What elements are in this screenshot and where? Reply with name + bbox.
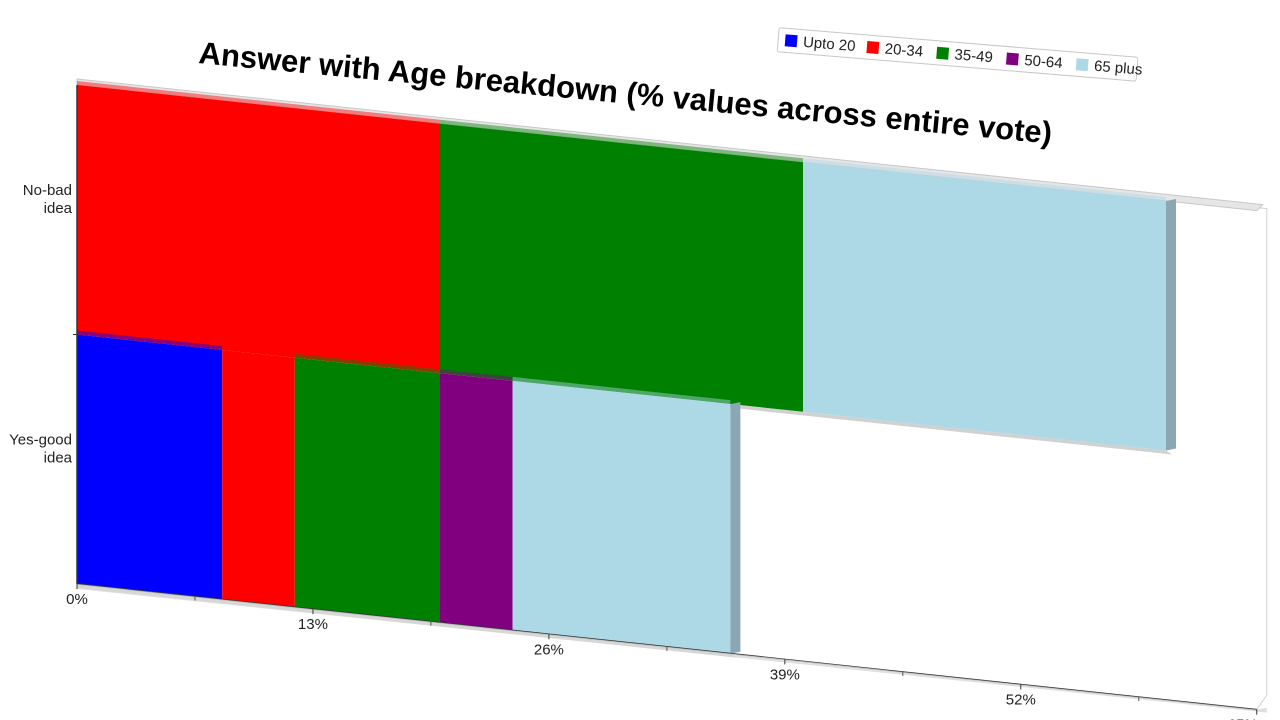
x-axis-floor — [77, 584, 1267, 713]
legend-label-upto-20: Upto 20 — [802, 34, 856, 55]
legend: Upto 20 20-34 35-49 50-64 65 plus — [776, 27, 1143, 82]
legend-label-35-49: 35-49 — [954, 46, 994, 66]
bar-top-yes-good-idea-50-64 — [440, 369, 513, 381]
bar-yes-good-idea-65-plus — [512, 380, 731, 654]
x-tick-label: 39% — [770, 666, 800, 683]
bar-top-yes-good-idea-65-plus — [512, 376, 731, 405]
bar-no-bad-idea-20-34 — [77, 85, 440, 374]
bar-no-bad-idea-65-plus — [803, 162, 1166, 451]
legend-swatch-35-49 — [936, 46, 950, 60]
x-tick-label: 26% — [534, 641, 564, 658]
bar-no-bad-idea-35-49 — [440, 123, 803, 412]
legend-swatch-upto-20 — [784, 34, 798, 48]
bar-yes-good-idea-20-34 — [222, 350, 295, 608]
legend-label-20-34: 20-34 — [884, 41, 924, 61]
bar-yes-good-idea-upto-20 — [77, 334, 223, 600]
category-label-yes-good-idea: Yes-good idea — [9, 431, 73, 466]
x-tick-label: 0% — [66, 591, 88, 608]
bar-top-yes-good-idea-35-49 — [294, 353, 440, 374]
bar-yes-good-idea-50-64 — [440, 373, 513, 631]
legend-label-50-64: 50-64 — [1024, 52, 1064, 72]
plot-top-rim — [76, 78, 1264, 212]
bar-top-no-bad-idea-65-plus — [803, 158, 1166, 201]
x-tick-label: 13% — [298, 616, 328, 633]
legend-swatch-20-34 — [866, 41, 880, 54]
bar-end-no-bad-idea — [1166, 199, 1176, 451]
x-tick-label: 52% — [1006, 692, 1036, 709]
bar-top-no-bad-idea-20-34 — [77, 81, 440, 124]
bar-top-yes-good-idea-20-34 — [222, 346, 295, 358]
category-label-no-bad-idea: No-bad idea — [23, 182, 73, 217]
bar-top-no-bad-idea-35-49 — [440, 119, 803, 163]
bar-top-yes-good-idea-upto-20 — [77, 330, 223, 350]
legend-swatch-50-64 — [1005, 52, 1019, 66]
bar-end-yes-good-idea — [730, 402, 741, 654]
legend-label-65-plus: 65 plus — [1093, 58, 1143, 79]
legend-swatch-65-plus — [1075, 58, 1089, 72]
x-tick-label: 65% — [1228, 717, 1258, 720]
bar-yes-good-idea-35-49 — [294, 357, 440, 623]
